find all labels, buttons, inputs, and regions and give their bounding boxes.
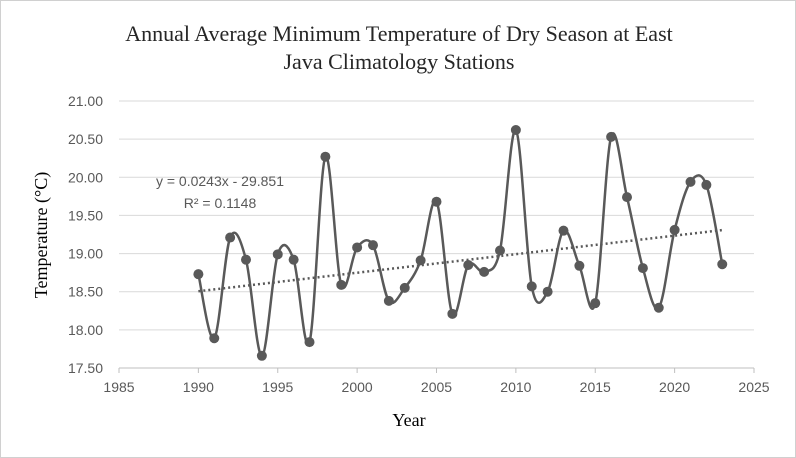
data-point	[320, 151, 331, 162]
x-axis-ticks: 1985 1990 1995 2000 2005 2010 2015 2020 2025	[103, 368, 770, 395]
y-axis-title: Temperature (°C)	[31, 172, 52, 298]
series	[193, 124, 728, 361]
data-point	[717, 259, 728, 270]
x-tick-label: 2025	[738, 379, 769, 395]
data-point	[685, 176, 696, 187]
y-tick-label: 19.50	[68, 207, 103, 223]
data-point	[526, 281, 537, 292]
chart-title-line-1: Annual Average Minimum Temperature of Dr…	[125, 21, 673, 46]
x-tick-label: 2015	[580, 379, 611, 395]
y-tick-label: 18.50	[68, 284, 103, 300]
y-tick-label: 20.00	[68, 169, 103, 185]
series-line	[197, 128, 724, 358]
data-point	[399, 282, 410, 293]
trendline-r-squared: R² = 0.1148	[184, 195, 257, 211]
data-point	[209, 333, 220, 344]
data-point	[352, 242, 363, 253]
x-tick-label: 2000	[342, 379, 373, 395]
y-tick-label: 21.00	[68, 93, 103, 109]
data-point	[463, 260, 474, 271]
chart-title-line-2: Java Climatology Stations	[284, 49, 515, 74]
x-tick-label: 2020	[659, 379, 690, 395]
data-point	[431, 196, 442, 207]
x-tick-label: 1990	[183, 379, 214, 395]
data-point	[336, 279, 347, 290]
data-point	[383, 295, 394, 306]
x-tick-label: 1985	[103, 379, 134, 395]
data-point	[558, 225, 569, 236]
data-point	[701, 179, 712, 190]
grid	[119, 100, 754, 369]
data-point	[225, 232, 236, 243]
data-point	[574, 260, 585, 271]
data-point	[479, 266, 490, 277]
data-point	[256, 350, 267, 361]
y-tick-label: 19.00	[68, 246, 103, 262]
data-point	[241, 254, 251, 265]
data-point	[447, 308, 458, 319]
trendline-equation: y = 0.0243x - 29.851	[156, 173, 284, 189]
y-tick-label: 18.00	[68, 322, 103, 338]
data-point	[510, 124, 521, 135]
data-point	[304, 337, 315, 348]
x-tick-label: 2005	[421, 379, 452, 395]
data-point	[495, 245, 505, 256]
data-point	[622, 192, 632, 203]
data-point	[542, 286, 553, 297]
x-tick-label: 1995	[262, 379, 293, 395]
data-point	[669, 224, 680, 235]
data-point	[606, 131, 617, 142]
data-point	[272, 249, 283, 260]
y-tick-label: 20.50	[68, 131, 103, 147]
y-axis-ticks: 17.50 18.00 18.50 19.00 19.50 20.00 20.50 21.00	[68, 93, 103, 376]
x-tick-label: 2010	[500, 379, 531, 395]
data-point	[368, 240, 378, 251]
data-point	[288, 254, 299, 265]
x-axis-title: Year	[392, 410, 425, 430]
data-point	[653, 302, 664, 313]
y-tick-label: 17.50	[68, 360, 103, 376]
data-point	[193, 269, 204, 280]
data-point	[590, 298, 601, 309]
data-point	[415, 255, 426, 266]
data-point	[637, 263, 648, 274]
